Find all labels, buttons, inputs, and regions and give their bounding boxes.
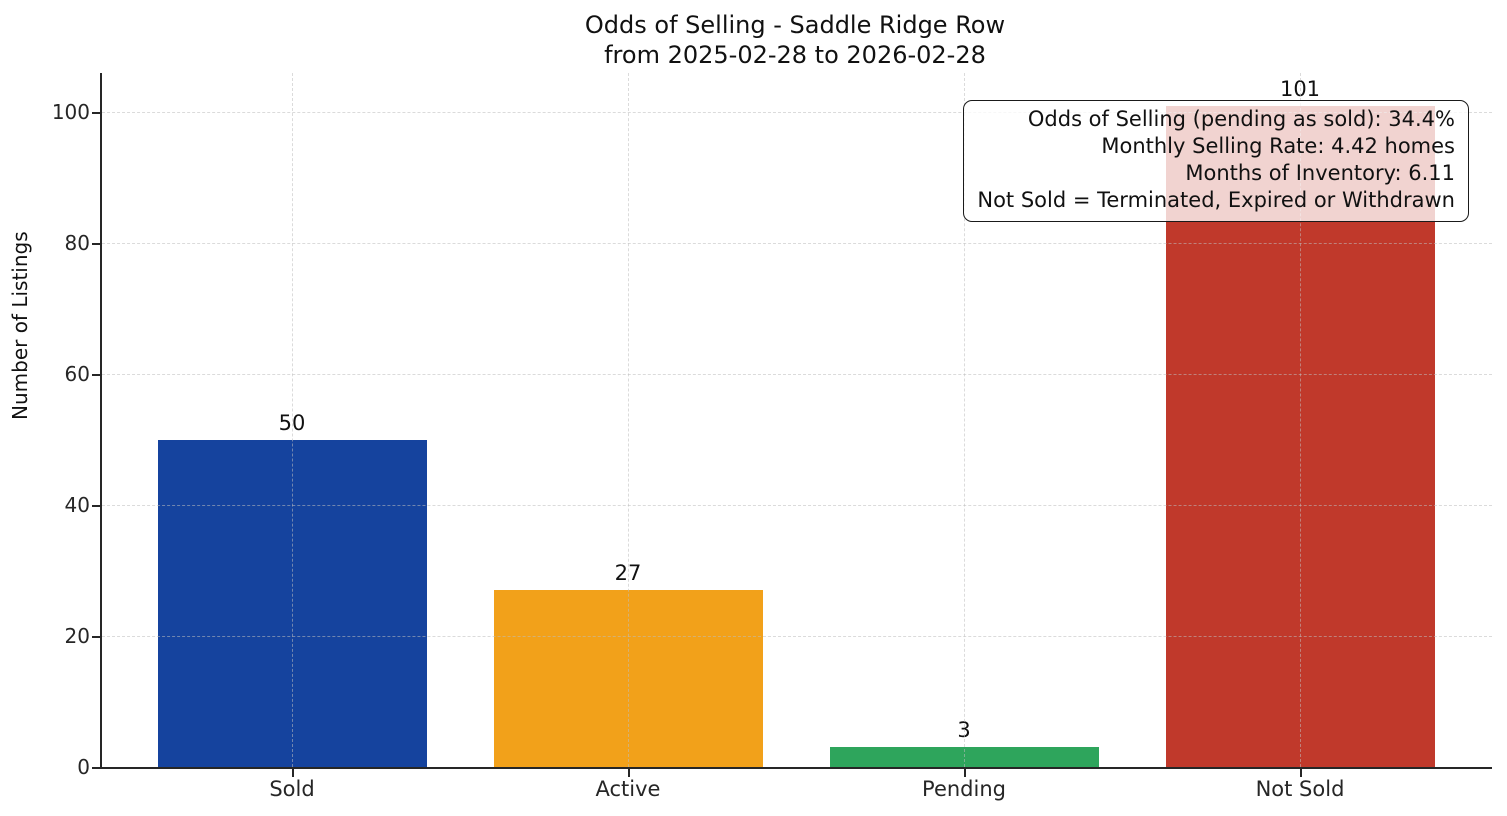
y-tick-label-40: 40	[64, 493, 90, 518]
bar-value-label-active: 27	[614, 561, 642, 586]
y-tick-mark-80	[92, 243, 100, 246]
bar-value-label-not-sold: 101	[1279, 76, 1321, 101]
x-tick-mark-sold	[292, 769, 294, 777]
plot-area: 50 27 3 101 Sold Active Pending Not Sold 0 20 40 6…	[52, 73, 1492, 801]
annotation-not-sold-definition: Not Sold = Terminated, Expired or Withdr…	[977, 188, 1455, 212]
x-tick-mark-not-sold	[1300, 769, 1302, 777]
y-tick-label-80: 80	[64, 231, 90, 256]
x-tick-mark-active	[628, 769, 630, 777]
chart-title: Odds of Selling - Saddle Ridge Row from …	[40, 10, 1507, 70]
x-tick-label-not-sold: Not Sold	[1255, 777, 1345, 801]
y-tick-label-100: 100	[51, 100, 90, 125]
y-tick-label-60: 60	[64, 362, 90, 387]
bar-active	[493, 590, 763, 767]
y-tick-mark-0	[92, 767, 100, 769]
x-tick-mark-pending	[964, 769, 966, 777]
x-tick-label-sold: Sold	[269, 777, 315, 801]
annotation-months-of-inventory: Months of Inventory: 6.11	[1185, 161, 1455, 185]
y-tick-mark-40	[92, 505, 100, 508]
stats-annotation-box: Odds of Selling (pending as sold): 34.4%…	[963, 100, 1469, 222]
y-tick-mark-60	[92, 374, 100, 377]
y-tick-label-0: 0	[77, 755, 90, 779]
annotation-monthly-selling-rate: Monthly Selling Rate: 4.42 homes	[1101, 134, 1455, 158]
annotation-odds-of-selling: Odds of Selling (pending as sold): 34.4%	[1027, 107, 1455, 131]
y-tick-mark-100	[92, 112, 100, 115]
bar-sold	[157, 439, 427, 767]
chart-title-line1: Odds of Selling - Saddle Ridge Row	[584, 11, 1006, 39]
chart-title-line2: from 2025-02-28 to 2026-02-28	[604, 41, 986, 69]
bar-value-label-pending: 3	[957, 718, 971, 743]
bar-value-label-sold: 50	[278, 410, 306, 435]
y-tick-mark-20	[92, 636, 100, 639]
x-tick-label-pending: Pending	[922, 777, 1006, 801]
x-tick-label-active: Active	[595, 777, 661, 801]
bar-pending	[829, 747, 1099, 767]
y-tick-label-20: 20	[64, 624, 90, 649]
